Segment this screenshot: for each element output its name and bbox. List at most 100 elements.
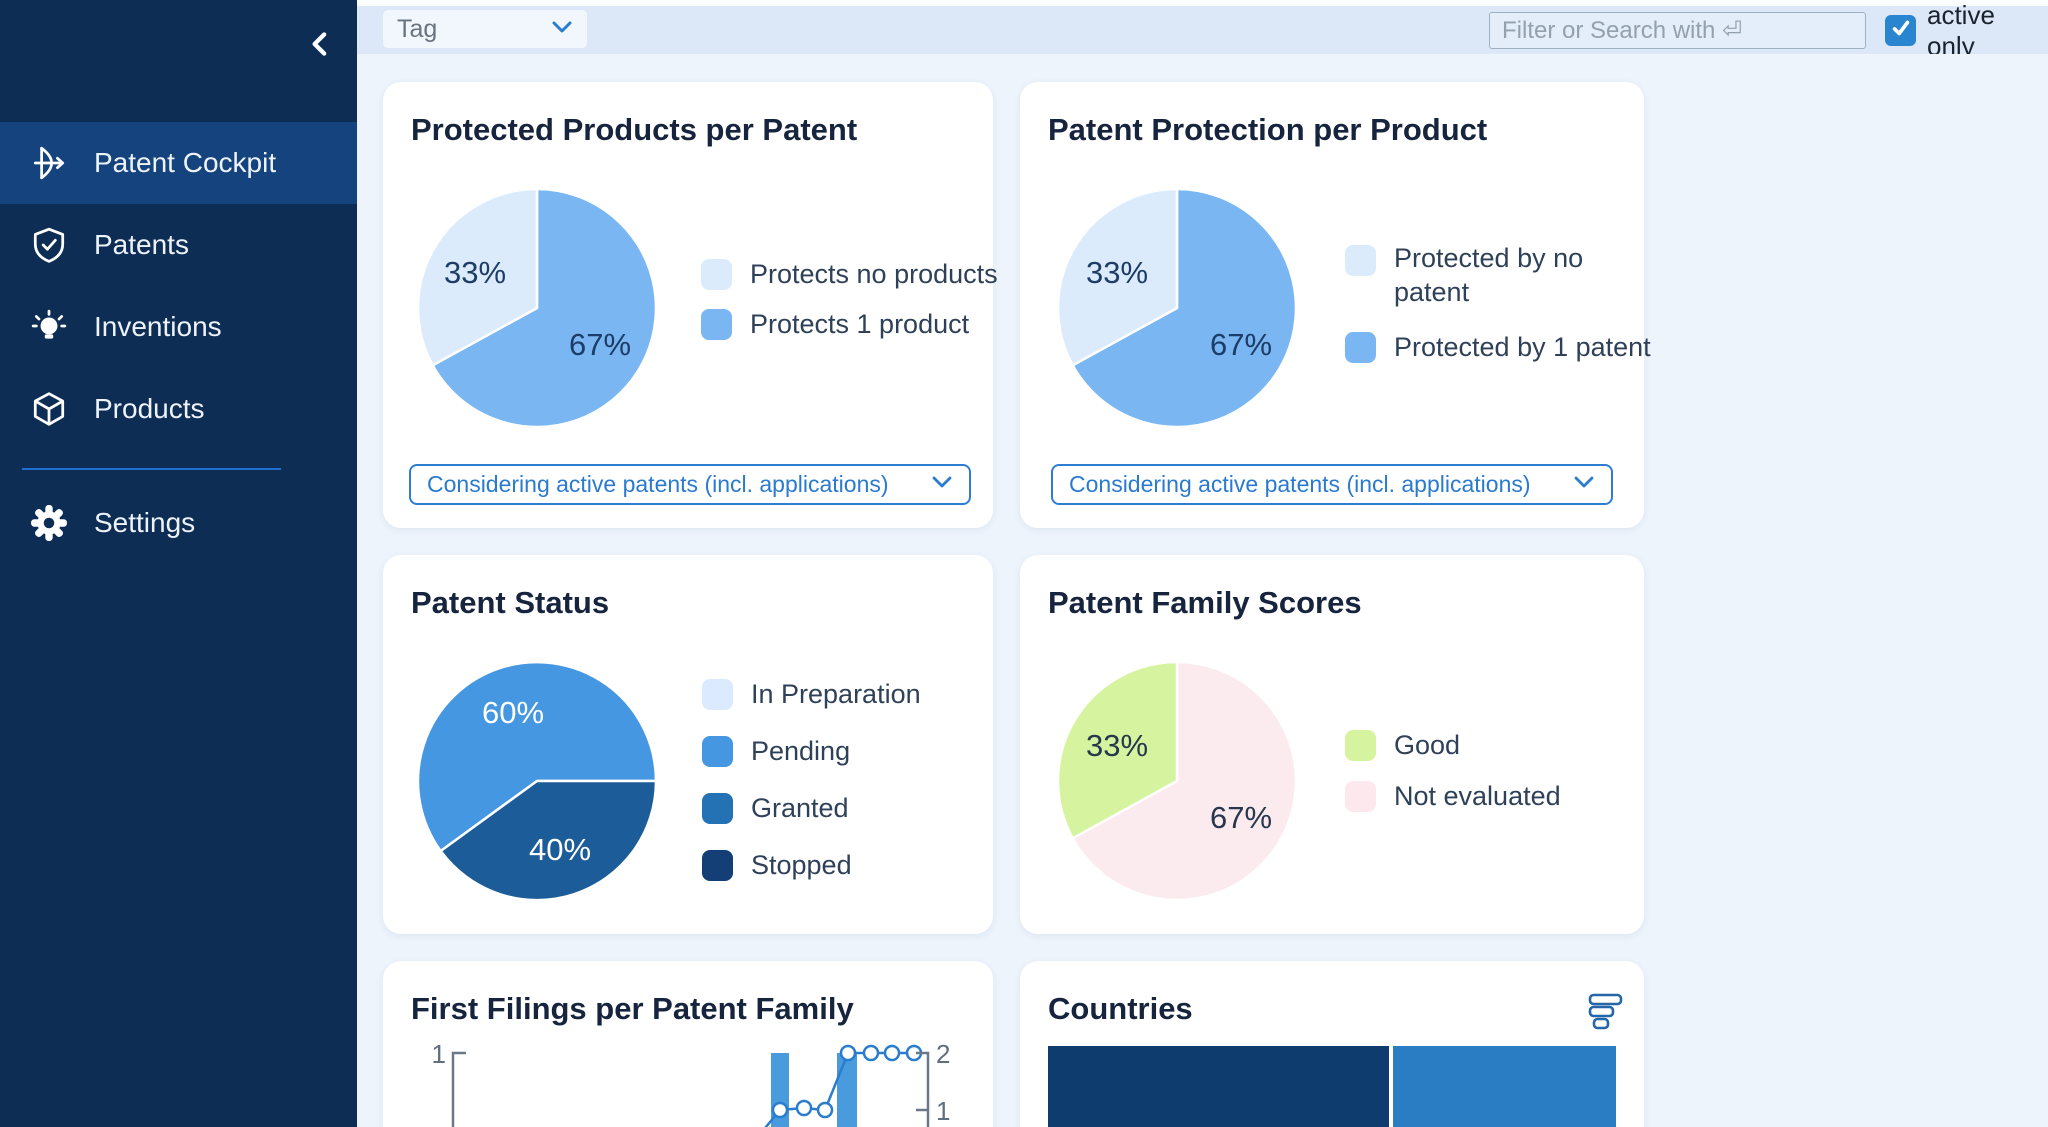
active-only-label: active only [1927,0,1995,61]
sidebar-item-patents[interactable]: Patents [0,204,357,286]
sidebar-item-settings[interactable]: Settings [0,482,357,564]
chevron-left-icon [304,27,338,66]
treemap-block-large[interactable] [1048,1046,1389,1127]
line-point[interactable] [771,1101,789,1119]
legend-label: Not evaluated [1394,781,1561,811]
legend-swatch [701,259,732,290]
card-patent-protection-per-product: Patent Protection per Product 33% 67% Pr… [1020,82,1651,528]
pie-chart-patent-protection[interactable] [1056,187,1298,429]
pie-slice[interactable] [439,779,658,902]
left-axis-tick-label: 1 [432,1041,446,1069]
pie-slice[interactable] [416,187,539,367]
sidebar: Patent Cockpit Patents [0,0,357,1127]
dashboard-content: Protected Products per Patent 33% 67% Pr… [357,54,2048,1127]
sidebar-item-label: Settings [94,507,196,538]
card-protected-products-per-patent: Protected Products per Patent 33% 67% Pr… [383,82,998,528]
legend-label: Protects 1 product [750,309,970,339]
pie-slice[interactable] [1071,660,1298,902]
card-countries: Countries [1020,961,1644,1127]
line-point[interactable] [839,1044,857,1062]
legend-item: Protects no products [701,259,998,290]
pie-chart-family-scores[interactable] [1056,660,1298,902]
legend-item: Protects 1 product [701,309,998,340]
legend: Protects no products Protects 1 product [701,259,998,340]
legend-label: Good [1394,730,1461,760]
card-title: First Filings per Patent Family [411,991,854,1026]
card-patent-family-scores: Patent Family Scores 33% 67% Good Not ev… [1020,555,1644,934]
pie-percent-label: 67% [568,327,632,362]
pie-percent-label: 33% [443,255,507,290]
pie-percent-label: 67% [1209,800,1273,835]
pie-percent-label: 33% [1085,728,1149,763]
sidebar-item-inventions[interactable]: Inventions [0,286,357,368]
card-title: Countries [1048,991,1193,1026]
sidebar-item-label: Inventions [94,311,222,342]
chevron-down-icon [931,475,953,494]
search-input[interactable] [1489,12,1866,49]
pie-chart-patent-status[interactable] [416,660,658,902]
checkmark-icon [1890,17,1912,44]
left-axis [451,1051,466,1127]
sort-funnel-button[interactable] [1586,991,1626,1033]
legend-swatch [1345,331,1376,363]
sidebar-item-label: Products [94,393,205,424]
patent-scope-value: Considering active patents (incl. applic… [427,471,889,497]
line-point[interactable] [862,1044,880,1062]
pie-slice[interactable] [416,660,658,853]
patent-scope-value: Considering active patents (incl. applic… [1069,471,1531,497]
card-title: Protected Products per Patent [411,112,858,147]
patent-scope-select[interactable]: Considering active patents (incl. applic… [1051,464,1613,505]
legend-label: In Preparation [751,679,921,709]
legend-item: Good [1345,730,1561,761]
active-only-checkbox[interactable] [1885,15,1916,46]
pie-percent-label: 40% [528,832,592,867]
legend-label: Pending [751,736,851,766]
sidebar-item-label: Patent Cockpit [94,147,277,178]
legend-item: Protected by no patent [1345,242,1652,310]
sidebar-collapse-button[interactable] [301,26,341,66]
legend-label: Granted [751,793,849,823]
legend: Protected by no patent Protected by 1 pa… [1345,242,1652,363]
patent-scope-select[interactable]: Considering active patents (incl. applic… [409,464,971,505]
legend-item: Not evaluated [1345,781,1561,812]
legend-swatch [702,736,733,767]
legend: In Preparation Pending Granted Stopped [702,679,921,881]
legend-label: Stopped [751,850,852,880]
pie-slice[interactable] [1056,660,1179,840]
sidebar-item-products[interactable]: Products [0,368,357,450]
chevron-down-icon [1573,475,1595,494]
line-point[interactable] [883,1044,901,1062]
right-axis [916,1051,930,1127]
funnel-bars-icon [1586,993,1626,1037]
pie-slice[interactable] [1071,187,1298,429]
legend-item: In Preparation [702,679,921,710]
chevron-down-icon [551,20,573,39]
bar[interactable] [837,1053,857,1127]
legend-swatch [702,850,733,881]
line-point[interactable] [816,1101,834,1119]
legend-swatch [1345,245,1376,276]
card-title: Patent Protection per Product [1048,112,1488,147]
sidebar-footer: Settings [0,482,357,564]
legend-item: Protected by 1 patent [1345,331,1652,363]
legend-item: Pending [702,736,921,767]
right-axis-tick-label: 2 [936,1041,950,1069]
card-title: Patent Status [411,585,610,620]
shield-check-icon [30,226,68,264]
pie-slice[interactable] [1056,187,1179,367]
first-filings-combo-chart[interactable]: 1 2 1 [383,1041,993,1127]
pie-slice[interactable] [431,187,658,429]
treemap-block-small[interactable] [1393,1046,1616,1127]
legend-swatch [1345,730,1376,761]
gear-icon [30,504,68,542]
line-point[interactable] [795,1099,813,1117]
pie-chart-protected-products[interactable] [416,187,658,429]
sidebar-item-patent-cockpit[interactable]: Patent Cockpit [0,122,357,204]
lightbulb-icon [30,308,68,346]
legend-swatch [702,679,733,710]
tag-select[interactable]: Tag [383,10,587,48]
legend-swatch [702,793,733,824]
legend-item: Stopped [702,850,921,881]
sidebar-divider [22,468,281,470]
pie-percent-label: 33% [1085,255,1149,290]
